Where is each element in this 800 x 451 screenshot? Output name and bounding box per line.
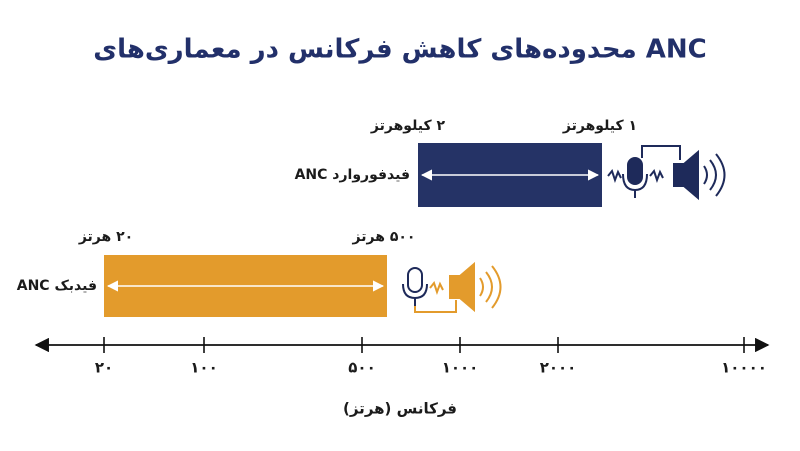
- tick-label: ۱۰۰: [190, 359, 217, 377]
- tick-label: ۱۰۰۰۰: [721, 359, 767, 377]
- band-name: ANC فیدفوروارد: [295, 167, 410, 183]
- feedforward-band: [418, 143, 602, 207]
- feedback-band: [104, 255, 387, 317]
- tick-label: ۵۰۰: [348, 359, 375, 377]
- band-left-label: ۲ کیلوهرتز: [370, 118, 446, 134]
- band-right-label: ۵۰۰ هرتز: [352, 229, 416, 245]
- tick-label: ۲۰۰۰: [540, 359, 577, 377]
- band-right-label: ۱ کیلوهرتز: [562, 118, 637, 134]
- axis-ticks: ۲۰ ۱۰۰ ۵۰۰ ۱۰۰۰ ۲۰۰۰ ۱۰۰۰۰: [95, 337, 767, 377]
- band-name: ANC فیدبک: [17, 278, 97, 294]
- tick-label: ۲۰: [95, 359, 113, 377]
- feedforward-icons: [607, 145, 726, 201]
- title: محدوده‌های کاهش فرکانس در معماری‌های ANC: [93, 35, 707, 65]
- axis-label: فرکانس (هرتز): [343, 400, 457, 418]
- tick-label: ۱۰۰۰: [442, 359, 479, 377]
- feedback-icons: [402, 261, 502, 313]
- band-left-label: ۲۰ هرتز: [78, 229, 133, 245]
